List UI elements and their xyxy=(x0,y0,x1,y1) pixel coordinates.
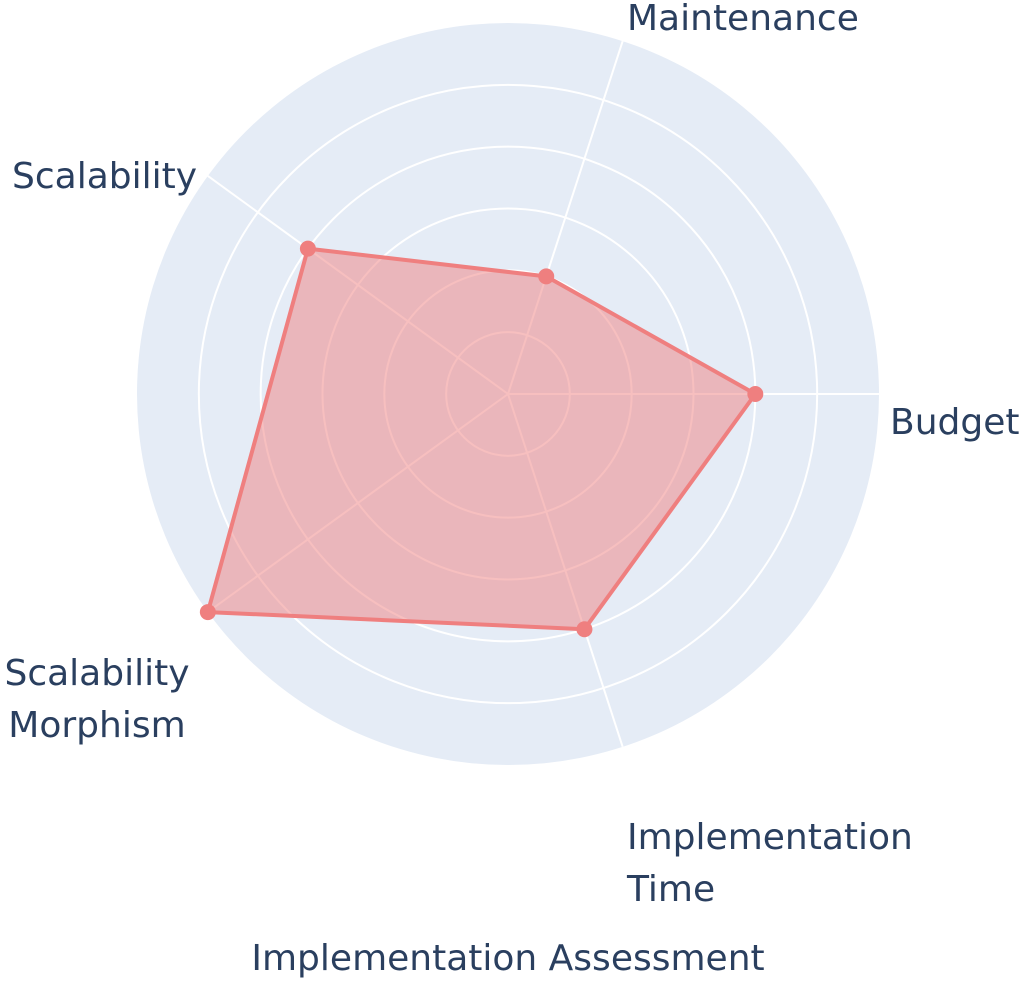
data-point xyxy=(576,621,593,638)
series-points xyxy=(199,240,764,638)
axis-label-line: Maintenance xyxy=(627,0,859,39)
axis-label-line: Morphism xyxy=(8,705,185,746)
data-point xyxy=(538,268,555,285)
axis-label: Budget xyxy=(890,402,1019,443)
data-point xyxy=(299,240,316,257)
axis-label-line: Scalability xyxy=(4,653,189,694)
chart-title: Implementation Assessment xyxy=(251,938,764,979)
axis-label: Scalability xyxy=(12,156,197,197)
data-point xyxy=(747,386,764,402)
series-area xyxy=(205,246,758,632)
axis-label: Scalability Morphism xyxy=(4,653,189,746)
axis-labels: Budget Maintenance Scalability Scalability M… xyxy=(4,0,1019,910)
axis-label-line: Scalability xyxy=(12,156,197,197)
axis-label-line: Budget xyxy=(890,402,1019,443)
data-point xyxy=(199,604,216,621)
axis-label: Maintenance xyxy=(627,0,859,39)
axis-label-line: Time xyxy=(626,869,715,910)
axis-label: Implementation Time xyxy=(626,817,913,910)
axis-label-line: Implementation xyxy=(627,817,913,858)
